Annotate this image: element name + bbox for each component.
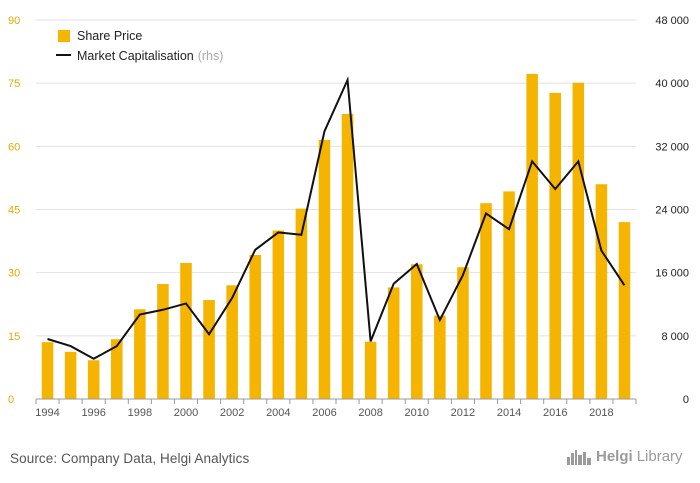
- x-tick-label: 2004: [266, 407, 290, 419]
- x-tick-label: 1998: [128, 407, 152, 419]
- x-tick-label: 2000: [174, 407, 198, 419]
- x-tick-label: 2006: [312, 407, 336, 419]
- y-right-tick-label: 48 000: [655, 15, 689, 27]
- bar-share-price: [364, 341, 377, 399]
- bar-share-price: [295, 208, 308, 399]
- y-right-tick-label: 24 000: [655, 205, 689, 217]
- helgi-library-logo: Helgi Library: [566, 448, 683, 465]
- bar-share-price: [41, 342, 54, 399]
- bar-share-price: [434, 315, 446, 399]
- x-tick-label: 2016: [543, 407, 567, 419]
- bar-share-price: [618, 222, 631, 399]
- bar-share-price: [111, 339, 123, 399]
- logo-text-helgi: Helgi: [596, 448, 633, 465]
- bar-share-price: [341, 113, 354, 399]
- y-left-tick-label: 75: [8, 78, 20, 90]
- y-right-tick-label: 40 000: [655, 78, 689, 90]
- legend: Share Price Market Capitalisation (rhs): [56, 29, 223, 63]
- y-right-tick-label: 16 000: [655, 268, 689, 280]
- y-right-tick-label: 0: [683, 394, 689, 406]
- y-left-tick-label: 60: [8, 141, 20, 153]
- bar-share-price: [457, 267, 469, 399]
- x-tick-label: 1994: [35, 407, 59, 419]
- x-tick-label: 2014: [497, 407, 521, 419]
- bar-share-price: [272, 230, 285, 399]
- bar-share-price: [572, 82, 585, 400]
- bar-share-price: [226, 285, 238, 399]
- x-tick-label: 2018: [589, 407, 613, 419]
- line-market-cap: [47, 76, 626, 360]
- bar-share-price: [595, 184, 608, 399]
- x-tick-label: 2008: [358, 407, 382, 419]
- chart-svg: 0 0 15 8 000 30 16 000 45 24 000 60 32 000 75 40 00…: [8, 15, 689, 419]
- legend-swatch-share-price: [58, 30, 70, 42]
- y-left-tick-label: 90: [8, 15, 20, 27]
- source-note: Source: Company Data, Helgi Analytics: [10, 451, 250, 466]
- bar-share-price: [503, 191, 515, 399]
- y-left-tick-label: 15: [8, 331, 20, 343]
- bar-share-price: [249, 254, 261, 399]
- y-left-tick-label: 0: [8, 394, 14, 406]
- axes: 0 0 15 8 000 30 16 000 45 24 000 60 32 000 75 40 00…: [8, 15, 689, 419]
- bar-share-price: [318, 140, 331, 399]
- logo-text-library: Library: [636, 448, 683, 465]
- city-skyline-icon: [567, 449, 591, 465]
- x-tick-label: 2002: [220, 407, 244, 419]
- bar-share-price: [157, 284, 169, 399]
- x-tick-label: 1996: [81, 407, 105, 419]
- legend-label-market-cap: Market Capitalisation (rhs): [77, 49, 223, 63]
- bar-share-price: [411, 264, 423, 399]
- bar-share-price: [549, 92, 561, 399]
- bar-share-price: [64, 351, 77, 399]
- bar-share-price: [387, 287, 400, 399]
- y-right-tick-label: 8 000: [661, 331, 689, 343]
- bar-share-price: [203, 300, 215, 399]
- bar-share-price: [87, 360, 100, 399]
- bar-share-price: [480, 203, 492, 399]
- x-tick-label: 2012: [451, 407, 475, 419]
- y-right-tick-label: 32 000: [655, 141, 689, 153]
- x-tick-label: 2010: [405, 407, 429, 419]
- legend-label-share-price: Share Price: [77, 29, 142, 43]
- bar-share-price: [180, 262, 192, 399]
- y-left-tick-label: 45: [8, 205, 20, 217]
- bars-series-share-price: [41, 73, 631, 400]
- y-left-tick-label: 30: [8, 268, 20, 280]
- bar-share-price: [526, 73, 538, 399]
- line-series-market-cap: [47, 76, 626, 360]
- bar-share-price: [134, 309, 146, 399]
